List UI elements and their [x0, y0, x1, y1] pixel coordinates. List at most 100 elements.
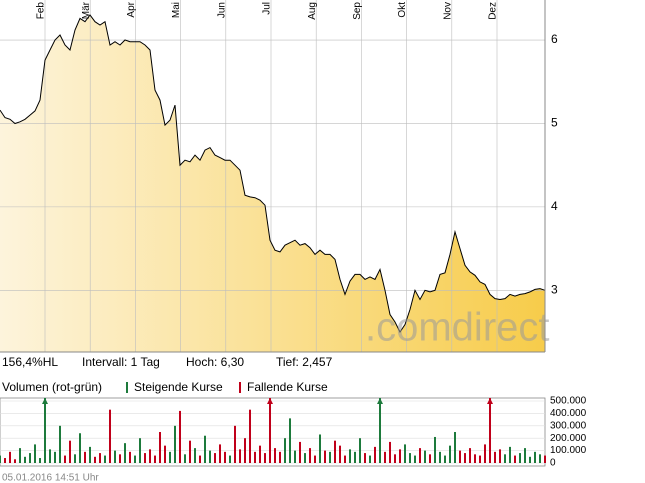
legend-swatch: [239, 382, 241, 393]
volume-bar: [399, 449, 401, 463]
watermark: .comdirect: [365, 306, 550, 350]
volume-bar: [409, 453, 411, 463]
month-label: Feb: [36, 2, 47, 20]
month-label: Jul: [262, 2, 273, 15]
overflow-arrow: [42, 398, 48, 404]
volume-bar: [99, 453, 101, 463]
volume-bar: [59, 425, 61, 463]
volume-bar: [104, 455, 106, 463]
y-tick-label: 6: [551, 32, 558, 46]
volume-bar: [404, 444, 406, 463]
volume-bar: [64, 455, 66, 463]
y-tick-label: 4: [551, 199, 558, 213]
info-text: Tief: 2,457: [276, 355, 333, 369]
volume-bar: [54, 451, 56, 463]
volume-bar: [529, 456, 531, 463]
volume-bar: [429, 454, 431, 463]
volume-bar: [169, 451, 171, 463]
volume-bar: [4, 458, 6, 463]
volume-bar: [134, 455, 136, 463]
volume-bar: [49, 449, 51, 463]
overflow-arrow: [487, 398, 493, 404]
volume-bar: [234, 425, 236, 463]
volume-bar: [139, 438, 141, 463]
volume-tick-label: 500.000: [550, 396, 587, 407]
volume-bar: [509, 446, 511, 463]
volume-bar: [24, 456, 26, 463]
legend-label: Fallende Kurse: [247, 380, 328, 394]
month-label: Mär: [81, 1, 92, 19]
volume-bar: [484, 444, 486, 463]
volume-bar: [419, 448, 421, 463]
volume-bar: [339, 445, 341, 463]
volume-bar: [329, 451, 331, 463]
volume-bar: [0, 455, 1, 463]
volume-bar: [119, 454, 121, 463]
volume-bar: [369, 455, 371, 463]
volume-bar: [459, 450, 461, 463]
volume-bar: [174, 425, 176, 463]
volume-bar: [194, 448, 196, 463]
month-label: Sep: [352, 2, 363, 20]
volume-bar: [224, 451, 226, 463]
volume-bar: [144, 453, 146, 463]
volume-bar: [249, 409, 251, 463]
month-label: Apr: [126, 1, 137, 17]
volume-bar: [74, 454, 76, 463]
info-text: 156,4%HL: [2, 355, 58, 369]
volume-bar: [294, 450, 296, 463]
volume-bar: [114, 450, 116, 463]
volume-bar: [29, 453, 31, 463]
volume-bar: [189, 440, 191, 463]
volume-bar: [534, 451, 536, 463]
volume-bar: [19, 448, 21, 463]
volume-bar: [84, 451, 86, 463]
volume-bar: [439, 451, 441, 463]
legend-swatch: [126, 382, 128, 393]
volume-bar: [464, 453, 466, 463]
volume-bar: [389, 441, 391, 463]
volume-bar: [539, 454, 541, 463]
volume-tick-label: 100.000: [550, 445, 587, 456]
volume-bar: [39, 458, 41, 463]
legend-label: Steigende Kurse: [134, 380, 223, 394]
volume-bar: [544, 455, 546, 463]
month-label: Nov: [442, 2, 453, 20]
volume-bar: [284, 438, 286, 463]
volume-frame: [0, 397, 546, 467]
volume-bar: [514, 455, 516, 463]
volume-bar: [499, 449, 501, 463]
volume-bar: [204, 435, 206, 463]
volume-bar: [524, 448, 526, 463]
volume-bar: [149, 449, 151, 463]
volume-bar: [374, 446, 376, 463]
volume-bar: [344, 455, 346, 463]
volume-bar: [259, 445, 261, 463]
volume-bar: [244, 438, 246, 463]
volume-bar: [79, 433, 81, 463]
volume-bar: [324, 450, 326, 463]
volume-bar: [359, 438, 361, 463]
volume-bar: [164, 445, 166, 463]
volume-bar: [274, 448, 276, 463]
y-tick-label: 3: [551, 282, 558, 296]
volume-bar: [279, 451, 281, 463]
volume-bar: [504, 454, 506, 463]
volume-bar: [364, 453, 366, 463]
volume-bar: [34, 444, 36, 463]
volume-bar: [154, 455, 156, 463]
volume-bar: [489, 398, 491, 463]
volume-bar: [289, 418, 291, 463]
volume-bar: [14, 459, 16, 463]
overflow-arrow: [267, 398, 273, 404]
volume-bar: [214, 453, 216, 463]
volume-bar: [379, 398, 381, 463]
volume-bar: [474, 454, 476, 463]
month-label: Okt: [397, 2, 408, 18]
volume-bar: [424, 450, 426, 463]
info-text: Hoch: 6,30: [186, 355, 244, 369]
volume-bar: [469, 448, 471, 463]
volume-bar: [199, 455, 201, 463]
volume-bar: [109, 409, 111, 463]
